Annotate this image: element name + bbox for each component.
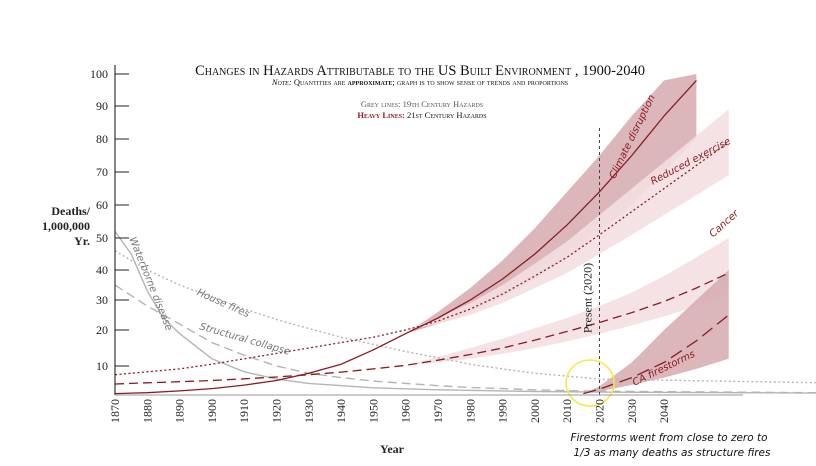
x-tick-label: 2030 bbox=[625, 399, 639, 423]
x-tick-label: 1930 bbox=[302, 399, 316, 423]
y-tick-label: 100 bbox=[90, 67, 108, 81]
y-axis-label-line-2: 1,000,000 bbox=[42, 219, 90, 233]
x-tick-label: 2040 bbox=[657, 399, 671, 423]
house-fires-line bbox=[114, 250, 816, 384]
ca-firestorms-band bbox=[583, 270, 729, 394]
firestorm-annotation-line-2: 1/3 as many deaths as structure fires bbox=[574, 447, 772, 459]
x-tick-label: 1990 bbox=[496, 399, 510, 423]
firestorm-highlight-circle bbox=[565, 359, 615, 407]
house-fires-label: House fires bbox=[195, 287, 251, 320]
x-axis-ticks: 1870 1880 1890 1900 1910 1920 1930 1940 1950 1960… bbox=[108, 399, 671, 423]
waterborne-disease-line bbox=[114, 230, 816, 394]
legend-heavy-prefix: Heavy Lines: bbox=[357, 110, 405, 120]
climate-disruption-line bbox=[114, 79, 697, 395]
x-tick-label: 2000 bbox=[528, 399, 542, 423]
y-tick-label: 20 bbox=[96, 323, 108, 337]
structural-collapse-label: Structural collapse bbox=[198, 321, 291, 357]
ca-firestorms-line bbox=[583, 314, 730, 395]
heavy-series-lines bbox=[114, 79, 730, 395]
legend-heavy-text: 21st Century Hazards bbox=[405, 110, 487, 120]
legend-heavy-lines: Heavy Lines: 21st Century Hazards bbox=[357, 110, 486, 120]
legend-grey-lines: Grey lines: 19th Century Hazards bbox=[361, 99, 483, 109]
y-tick-label: 40 bbox=[96, 263, 108, 277]
structural-collapse-line bbox=[114, 284, 816, 394]
cancer-label: Cancer bbox=[708, 208, 742, 240]
x-tick-label: 1960 bbox=[399, 399, 413, 423]
note-bold: approximate bbox=[348, 77, 393, 87]
x-tick-label: 2020 bbox=[593, 399, 607, 423]
y-tick-label: 30 bbox=[96, 293, 108, 307]
x-tick-label: 1950 bbox=[366, 399, 380, 423]
y-tick-label: 60 bbox=[96, 198, 108, 212]
y-axis-label-line-1: Deaths/ bbox=[51, 204, 90, 218]
present-2020-label: Present (2020) bbox=[581, 263, 595, 333]
grey-series-lines bbox=[114, 230, 816, 394]
x-tick-label: 1920 bbox=[270, 399, 284, 423]
reduced-exercise-band bbox=[115, 109, 729, 375]
chart-title: Changes in Hazards Attributable to the U… bbox=[195, 63, 645, 79]
waterborne-disease-label: Waterborne disease bbox=[127, 236, 175, 333]
x-tick-label: 1970 bbox=[431, 399, 445, 423]
x-tick-label: 1940 bbox=[334, 399, 348, 423]
firestorm-annotation-line-1: Firestorms went from close to zero to bbox=[570, 432, 767, 444]
chart-note: Note: Quantities are approximate; graph … bbox=[271, 77, 568, 87]
x-tick-label: 1880 bbox=[140, 399, 154, 423]
y-tick-label: 10 bbox=[96, 359, 108, 373]
y-tick-label: 50 bbox=[96, 231, 108, 245]
y-tick-label: 90 bbox=[96, 99, 108, 113]
y-tick-label: 80 bbox=[96, 132, 108, 146]
cancer-band bbox=[115, 238, 729, 384]
x-tick-label: 1980 bbox=[463, 399, 477, 423]
cancer-line bbox=[114, 272, 729, 385]
axes bbox=[114, 65, 743, 396]
note-text-2: ; graph is to show sense of trends and p… bbox=[392, 77, 568, 87]
note-text-1: Quantities are bbox=[292, 77, 348, 87]
x-axis-label: Year bbox=[380, 442, 405, 456]
note-prefix: Note: bbox=[271, 77, 292, 87]
x-tick-label: 1910 bbox=[237, 399, 251, 423]
x-tick-label: 2010 bbox=[560, 399, 574, 423]
y-tick-label: 70 bbox=[96, 165, 108, 179]
uncertainty-bands bbox=[115, 74, 729, 394]
x-tick-label: 1890 bbox=[173, 399, 187, 423]
y-axis-ticks: 10 20 30 40 50 60 70 80 90 100 bbox=[90, 67, 129, 373]
x-tick-label: 1870 bbox=[108, 399, 122, 423]
reduced-exercise-line bbox=[114, 141, 730, 376]
y-axis-label-line-3: Yr. bbox=[74, 234, 90, 248]
x-tick-label: 1900 bbox=[205, 399, 219, 423]
